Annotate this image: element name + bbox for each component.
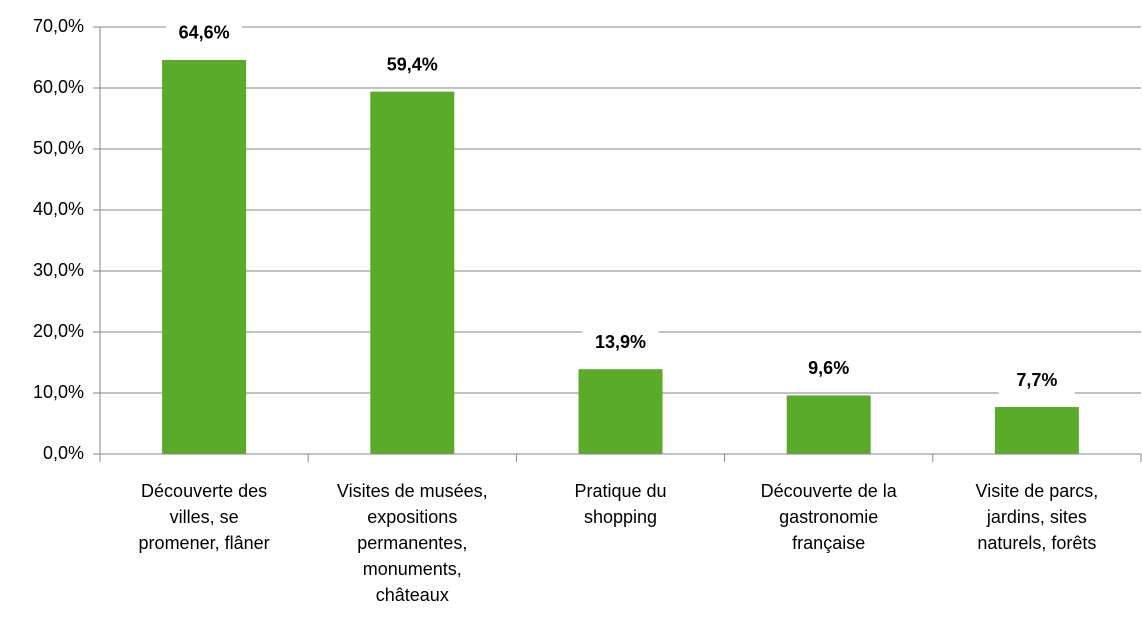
value-label: 59,4%	[387, 54, 438, 74]
x-tick-label: Découverte des villes, se promener, flâner	[139, 481, 270, 553]
y-tick-label: 60,0%	[33, 77, 84, 97]
y-tick-label: 20,0%	[33, 321, 84, 341]
bar	[162, 59, 247, 454]
value-label-bg	[998, 367, 1075, 396]
bar	[578, 369, 663, 454]
x-tick-label: Découverte de la gastronomie française	[761, 481, 898, 553]
value-label-bg	[374, 51, 451, 80]
x-tick-label: Visites de musées, expositions permanentes…	[337, 481, 488, 605]
value-label: 7,7%	[1016, 370, 1057, 390]
y-tick-label: 50,0%	[33, 138, 84, 158]
y-tick-label: 70,0%	[33, 16, 84, 36]
bar	[994, 407, 1079, 454]
value-label: 13,9%	[595, 332, 646, 352]
value-label-bg	[790, 355, 867, 384]
x-tick-label: Pratique du shopping	[574, 481, 666, 527]
bar	[786, 395, 871, 454]
y-tick-label: 10,0%	[33, 382, 84, 402]
y-tick-label: 40,0%	[33, 199, 84, 219]
value-label: 64,6%	[179, 23, 230, 43]
y-tick-label: 0,0%	[43, 443, 84, 463]
value-label-bg	[166, 19, 243, 48]
x-tick-label: Visite de parcs, jardins, sites naturels, …	[976, 481, 1099, 553]
value-label-bg	[582, 329, 659, 358]
y-tick-label: 30,0%	[33, 260, 84, 280]
value-label: 9,6%	[808, 358, 849, 378]
bar	[370, 91, 455, 454]
